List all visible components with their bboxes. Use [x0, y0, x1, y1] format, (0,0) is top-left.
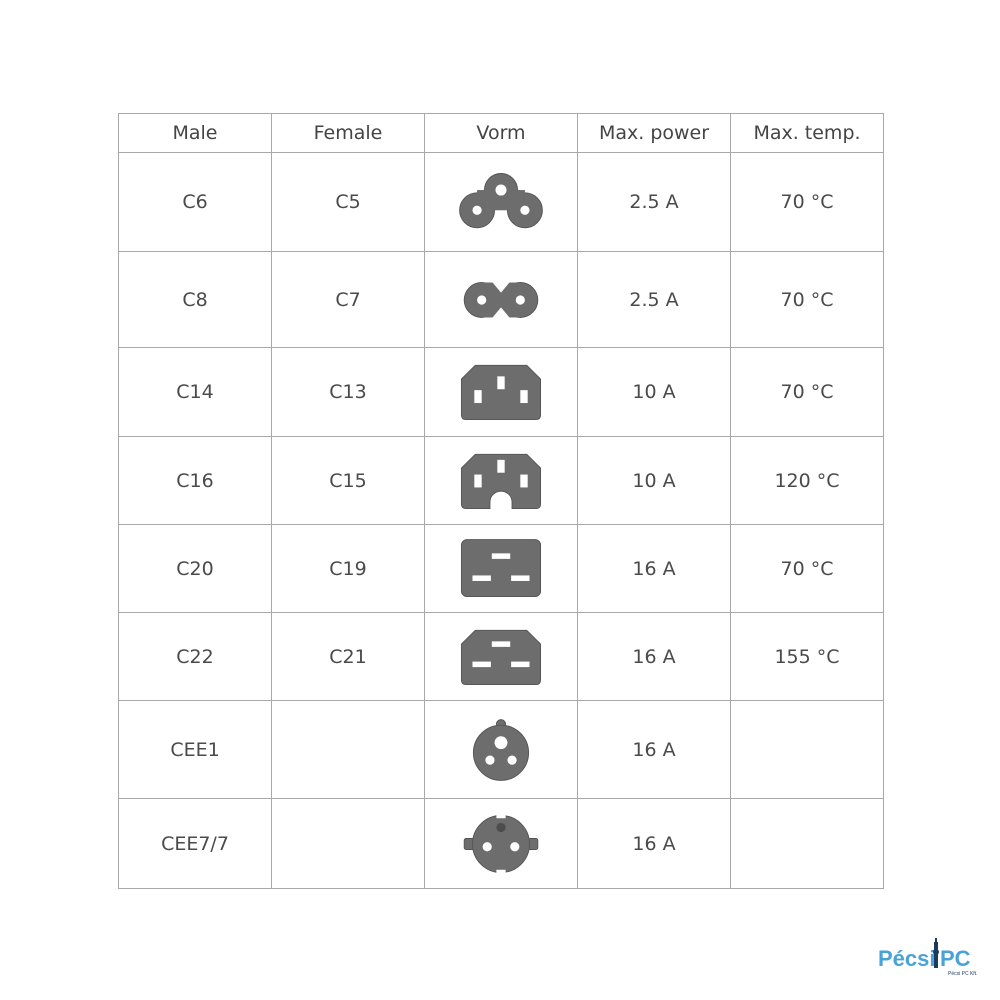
header-max-temp: Max. temp.: [730, 113, 884, 153]
power-cell: 2.5 A: [577, 251, 731, 348]
temp-cell: 120 °C: [730, 436, 884, 525]
power-cell: 16 A: [577, 524, 731, 613]
power-cell: 10 A: [577, 347, 731, 437]
female-cell: [271, 798, 425, 889]
svg-text:PC: PC: [940, 946, 971, 971]
table-row: CEE1 16 A: [118, 700, 884, 799]
female-cell: [271, 700, 425, 799]
female-cell: C21: [271, 612, 425, 701]
c7-figure8-icon: [463, 281, 539, 318]
female-cell: C19: [271, 524, 425, 613]
male-cell: CEE7/7: [118, 798, 272, 889]
temp-cell: 70 °C: [730, 347, 884, 437]
temp-cell: [730, 798, 884, 889]
male-cell: CEE1: [118, 700, 272, 799]
vorm-cell: [424, 347, 578, 437]
power-cell: 16 A: [577, 798, 731, 889]
c13-icon: [460, 364, 542, 421]
temp-cell: [730, 700, 884, 799]
power-cell: 16 A: [577, 700, 731, 799]
female-cell: C7: [271, 251, 425, 348]
cee1-icon: [472, 718, 530, 781]
power-cell: 16 A: [577, 612, 731, 701]
male-cell: C16: [118, 436, 272, 525]
cee77-schuko-icon: [463, 813, 539, 874]
table-row: C20 C19 16 A 70 °C: [118, 524, 884, 613]
female-cell: C15: [271, 436, 425, 525]
c21-icon: [460, 629, 542, 685]
header-row: Male Female Vorm Max. power Max. temp.: [118, 113, 884, 153]
header-vorm: Vorm: [424, 113, 578, 153]
vorm-cell: [424, 152, 578, 252]
table-row: C6 C5 2.5 A 70 °C: [118, 152, 884, 252]
c19-icon: [460, 538, 542, 597]
c5-cloverleaf-icon: [459, 173, 543, 229]
male-cell: C20: [118, 524, 272, 613]
power-cell: 10 A: [577, 436, 731, 525]
table-row: CEE7/7 16 A: [118, 798, 884, 889]
table-row: C14 C13 10 A 70 °C: [118, 347, 884, 437]
temp-cell: 70 °C: [730, 524, 884, 613]
temp-cell: 155 °C: [730, 612, 884, 701]
header-male: Male: [118, 113, 272, 153]
header-female: Female: [271, 113, 425, 153]
table-row: C22 C21 16 A 155 °C: [118, 612, 884, 701]
svg-text:Pécsi: Pécsi: [878, 946, 936, 971]
c15-icon: [460, 453, 542, 509]
header-max-power: Max. power: [577, 113, 731, 153]
power-cell: 2.5 A: [577, 152, 731, 252]
temp-cell: 70 °C: [730, 152, 884, 252]
male-cell: C6: [118, 152, 272, 252]
temp-cell: 70 °C: [730, 251, 884, 348]
male-cell: C22: [118, 612, 272, 701]
table-row: C8 C7 2.5 A 70 °C: [118, 251, 884, 348]
vorm-cell: [424, 700, 578, 799]
pecsipc-logo: Pécsi PC Pécsi PC Kft.: [878, 938, 988, 978]
male-cell: C14: [118, 347, 272, 437]
vorm-cell: [424, 612, 578, 701]
vorm-cell: [424, 798, 578, 889]
svg-text:Pécsi PC Kft.: Pécsi PC Kft.: [948, 971, 977, 977]
female-cell: C13: [271, 347, 425, 437]
male-cell: C8: [118, 251, 272, 348]
vorm-cell: [424, 436, 578, 525]
female-cell: C5: [271, 152, 425, 252]
connector-table: Male Female Vorm Max. power Max. temp. C…: [118, 113, 884, 889]
vorm-cell: [424, 524, 578, 613]
vorm-cell: [424, 251, 578, 348]
table-row: C16 C15 10 A 120 °C: [118, 436, 884, 525]
